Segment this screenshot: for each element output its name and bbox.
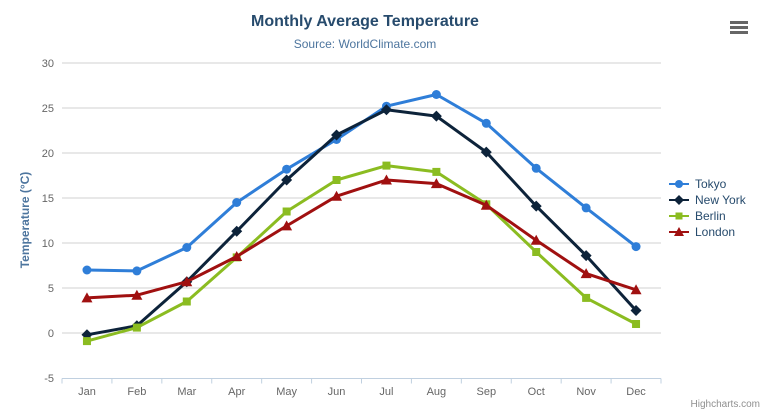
data-point-marker bbox=[580, 268, 592, 279]
x-tick-label: Feb bbox=[127, 386, 146, 398]
data-point-marker bbox=[674, 227, 684, 236]
data-point-marker bbox=[82, 265, 92, 275]
data-point-marker bbox=[630, 305, 642, 316]
data-point-marker bbox=[530, 200, 542, 212]
data-point-marker bbox=[182, 243, 192, 252]
data-point-marker bbox=[282, 164, 292, 174]
data-point-marker bbox=[580, 250, 592, 262]
y-axis-labels: -5 0 5 10 15 20 25 30 bbox=[42, 58, 54, 385]
y-tick-label: 25 bbox=[42, 103, 54, 115]
y-tick-label: 30 bbox=[42, 58, 54, 70]
data-point-marker bbox=[430, 110, 442, 122]
data-point-marker bbox=[181, 276, 193, 287]
data-point-marker bbox=[480, 146, 492, 158]
data-point-marker bbox=[132, 323, 141, 332]
square-legend-marker-icon bbox=[669, 212, 689, 220]
triangle-legend-marker-icon bbox=[669, 227, 689, 236]
diamond-legend-marker-icon bbox=[669, 195, 689, 205]
data-point-marker bbox=[582, 293, 591, 302]
chart-title: Monthly Average Temperature bbox=[251, 13, 479, 30]
data-point-marker bbox=[232, 198, 242, 207]
data-point-marker bbox=[182, 297, 191, 306]
data-point-marker bbox=[281, 174, 293, 186]
legend: Tokyo New York Berlin London bbox=[668, 176, 746, 240]
export-menu-button[interactable] bbox=[730, 21, 750, 37]
y-tick-label: 15 bbox=[42, 193, 54, 205]
data-point-marker bbox=[380, 174, 392, 185]
data-point-marker bbox=[331, 129, 343, 141]
data-point-marker bbox=[431, 90, 441, 99]
data-point-marker bbox=[331, 190, 343, 201]
credits-link[interactable]: Highcharts.com bbox=[690, 399, 760, 410]
y-tick-label: 10 bbox=[42, 238, 54, 250]
x-tick-label: May bbox=[276, 386, 297, 398]
legend-label: New York bbox=[695, 193, 746, 207]
data-point-marker bbox=[631, 242, 641, 252]
x-tick-label: Mar bbox=[177, 386, 196, 398]
x-tick-label: Nov bbox=[576, 386, 596, 398]
series-line bbox=[85, 164, 638, 343]
x-tick-label: Dec bbox=[626, 386, 646, 398]
data-point-marker bbox=[282, 207, 291, 216]
x-tick-label: Aug bbox=[427, 386, 447, 398]
data-point-marker bbox=[632, 320, 641, 328]
data-point-marker bbox=[430, 178, 442, 189]
x-tick-label: Apr bbox=[228, 386, 245, 398]
series-tokyo bbox=[82, 90, 641, 276]
legend-label: Berlin bbox=[695, 209, 726, 223]
x-tick-label: Sep bbox=[477, 386, 497, 398]
data-point-marker bbox=[380, 104, 392, 116]
y-tick-label: 0 bbox=[48, 328, 54, 340]
data-point-marker bbox=[332, 176, 341, 184]
data-point-marker bbox=[674, 195, 684, 205]
data-point-marker bbox=[675, 212, 683, 220]
series-london bbox=[81, 174, 642, 303]
circle-legend-marker-icon bbox=[669, 180, 689, 188]
data-point-marker bbox=[82, 337, 91, 346]
legend-item-london[interactable]: London bbox=[668, 224, 746, 240]
data-point-marker bbox=[480, 199, 492, 210]
x-tick-label: Jan bbox=[78, 386, 96, 398]
series-line bbox=[85, 178, 638, 300]
hamburger-icon bbox=[730, 21, 750, 34]
hamburger-bar bbox=[730, 21, 748, 24]
hamburger-bar bbox=[730, 26, 748, 29]
legend-item-tokyo[interactable]: Tokyo bbox=[668, 176, 746, 192]
y-axis-title: Temperature (°C) bbox=[18, 171, 32, 269]
legend-label: London bbox=[695, 225, 736, 239]
series-line bbox=[85, 108, 638, 337]
y-tick-label: 5 bbox=[48, 283, 54, 295]
data-point-marker bbox=[630, 284, 642, 295]
y-tick-label: -5 bbox=[44, 373, 54, 385]
data-point-marker bbox=[531, 163, 541, 173]
data-point-marker bbox=[530, 234, 542, 245]
data-point-marker bbox=[81, 292, 93, 303]
hamburger-bar bbox=[730, 31, 748, 34]
x-axis bbox=[61, 378, 662, 384]
data-point-marker bbox=[131, 289, 143, 300]
y-tick-label: 20 bbox=[42, 148, 54, 160]
data-point-marker bbox=[432, 167, 441, 176]
series-new-york bbox=[81, 104, 642, 341]
data-point-marker bbox=[281, 220, 293, 231]
data-point-marker bbox=[581, 203, 591, 213]
data-point-marker bbox=[532, 248, 541, 256]
data-point-marker bbox=[231, 251, 243, 261]
x-tick-label: Jul bbox=[379, 386, 393, 398]
data-point-marker bbox=[132, 266, 142, 276]
x-tick-label: Jun bbox=[328, 386, 346, 398]
legend-label: Tokyo bbox=[695, 177, 727, 191]
chart-subtitle: Source: WorldClimate.com bbox=[293, 37, 437, 51]
x-tick-label: Oct bbox=[528, 386, 545, 398]
data-point-marker bbox=[382, 161, 391, 170]
legend-item-berlin[interactable]: Berlin bbox=[668, 208, 746, 224]
x-axis-labels: Jan Feb Mar Apr May Jun Jul Aug Sep Oct Nov Dec bbox=[78, 386, 646, 398]
data-point-marker bbox=[231, 225, 243, 237]
data-point-marker bbox=[675, 180, 683, 188]
data-point-marker bbox=[481, 118, 491, 128]
legend-item-new-york[interactable]: New York bbox=[668, 192, 746, 208]
